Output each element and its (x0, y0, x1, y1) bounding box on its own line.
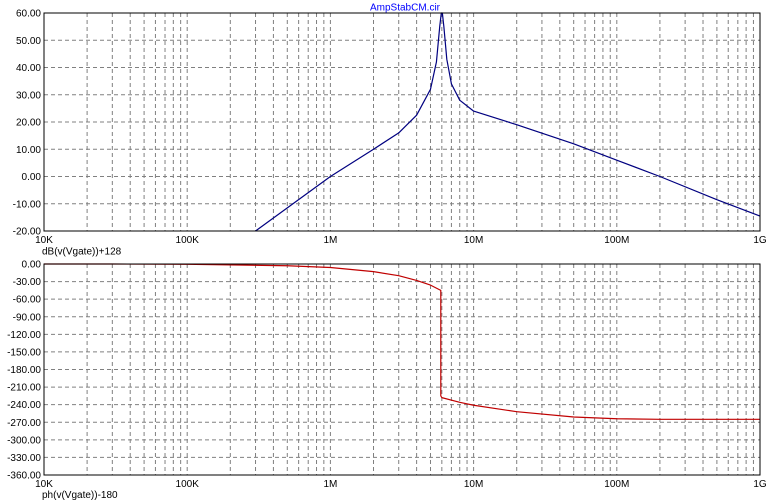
phase-panel: 0.00 -30.00 -60.00 -90.00 -120.00 -150.00 -180… (7, 260, 767, 502)
magnitude-x-tick-label: 1M (323, 235, 337, 246)
magnitude-y-tick-label: 50.00 (16, 36, 41, 47)
magnitude-y-tick-label: 30.00 (16, 90, 41, 101)
magnitude-grid (44, 13, 760, 231)
phase-y-tick-label: -30.00 (13, 277, 42, 288)
phase-y-tick-label: -300.00 (7, 435, 41, 446)
magnitude-y-tick-label: 40.00 (16, 63, 41, 74)
magnitude-x-tick-label: 100K (176, 235, 200, 246)
phase-y-tick-label: -150.00 (7, 347, 41, 358)
magnitude-series-line (255, 12, 761, 232)
magnitude-y-axis-label: dB(v(Vgate))+128 (42, 247, 122, 258)
magnitude-x-tick-label: 100M (604, 235, 629, 246)
phase-y-tick-label: -120.00 (7, 330, 41, 341)
magnitude-y-tick-label: 0.00 (22, 172, 42, 183)
phase-y-tick-labels: 0.00 -30.00 -60.00 -90.00 -120.00 -150.00 -180… (7, 260, 41, 482)
phase-x-tick-labels: 10K 100K 1M 10M 100M 1G (35, 479, 767, 490)
phase-y-axis-label: ph(v(Vgate))-180 (42, 490, 118, 501)
phase-x-tick-label: 100K (176, 479, 200, 490)
phase-x-tick-label: 1M (323, 479, 337, 490)
phase-x-tick-label: 10M (464, 479, 483, 490)
phase-y-tick-label: -270.00 (7, 418, 41, 429)
phase-x-tick-label: 100M (604, 479, 629, 490)
phase-x-tick-label: 1G (753, 479, 767, 490)
magnitude-x-tick-label: 10M (464, 235, 483, 246)
magnitude-x-tick-label: 10K (35, 235, 53, 246)
magnitude-x-tick-labels: 10K 100K 1M 10M 100M 1G (35, 235, 767, 246)
phase-plot-frame (43, 263, 761, 476)
phase-y-tick-label: -210.00 (7, 383, 41, 394)
phase-y-tick-label: -240.00 (7, 400, 41, 411)
phase-grid (44, 264, 760, 475)
phase-y-tick-label: -180.00 (7, 365, 41, 376)
phase-x-tick-label: 10K (35, 479, 53, 490)
magnitude-y-tick-labels: 60.00 50.00 40.00 30.00 20.00 10.00 0.00 -10.00… (13, 9, 42, 238)
magnitude-y-tick-label: 20.00 (16, 118, 41, 129)
phase-y-tick-label: -90.00 (13, 312, 42, 323)
magnitude-x-tick-label: 1G (753, 235, 767, 246)
magnitude-y-tick-label: -10.00 (13, 199, 42, 210)
chart-title: AmpStabCM.cir (370, 3, 441, 14)
magnitude-panel: 60.00 50.00 40.00 30.00 20.00 10.00 0.00 -10.00… (13, 9, 767, 258)
magnitude-y-tick-label: 10.00 (16, 145, 41, 156)
phase-y-tick-label: -360.00 (7, 471, 41, 482)
magnitude-series (255, 12, 761, 232)
phase-y-tick-label: 0.00 (22, 260, 42, 271)
phase-series-line (44, 263, 760, 420)
magnitude-plot-frame (43, 12, 761, 232)
phase-series (44, 263, 760, 420)
magnitude-y-tick-label: 60.00 (16, 9, 41, 20)
phase-y-tick-label: -60.00 (13, 295, 42, 306)
magnitude-y-tick-label: -20.00 (13, 227, 42, 238)
phase-y-tick-label: -330.00 (7, 453, 41, 464)
